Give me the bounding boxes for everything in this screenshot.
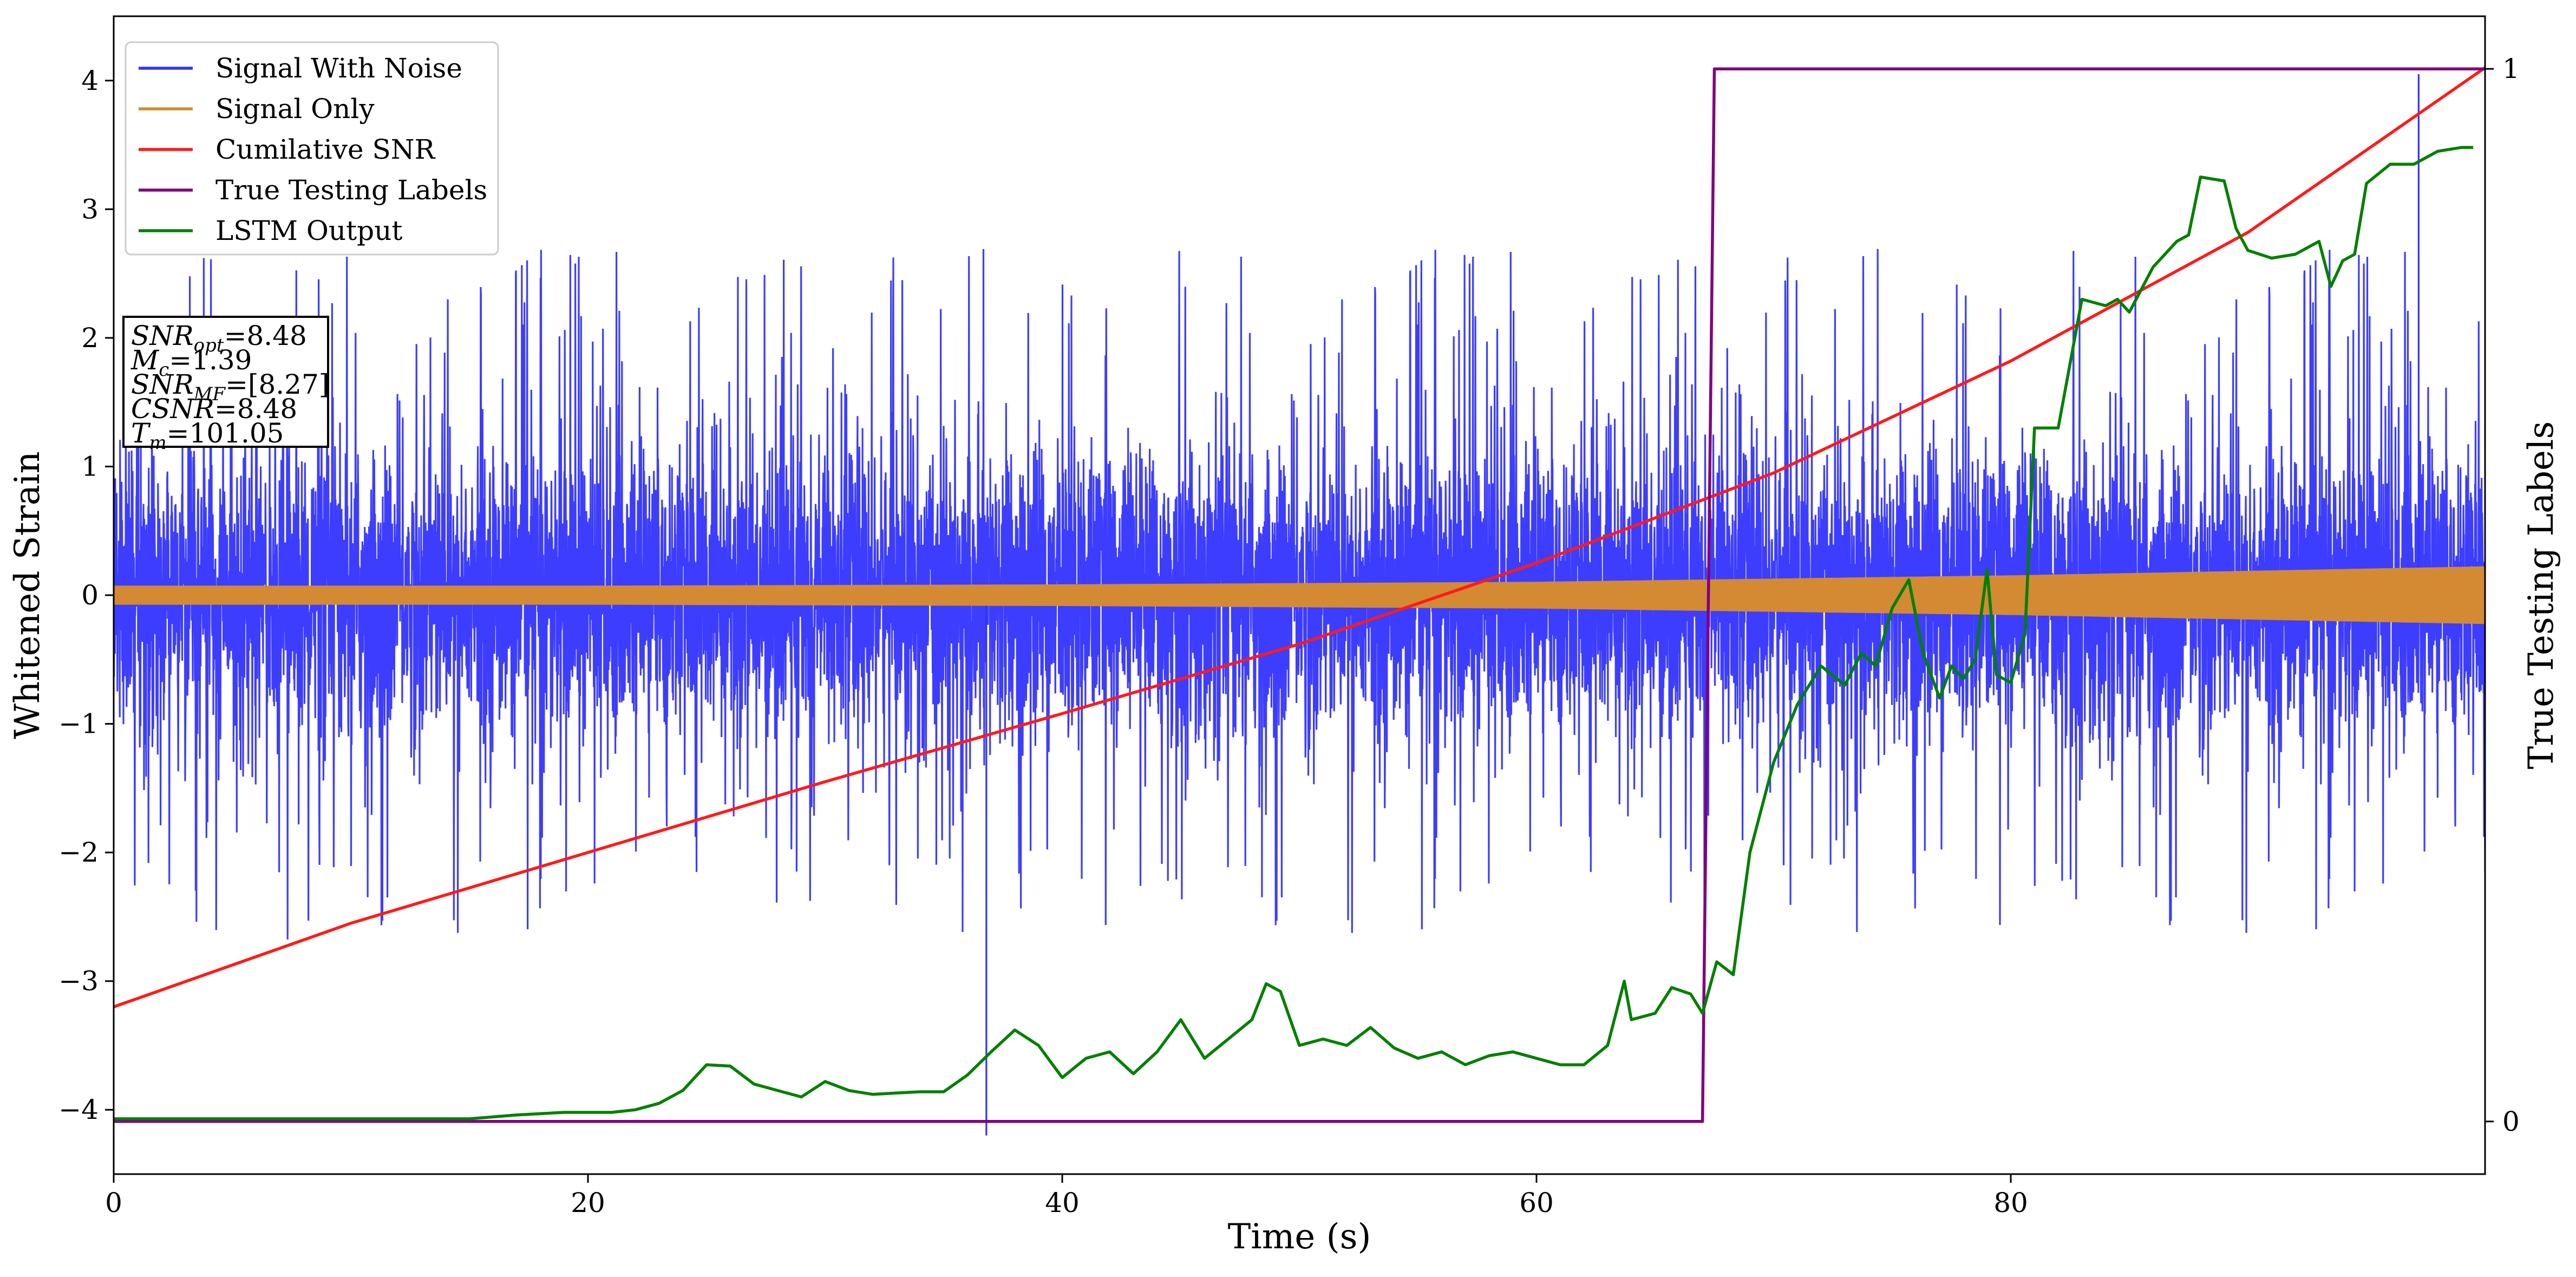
- y-tick-label: 4: [81, 65, 99, 96]
- x-tick-label: 60: [1519, 1187, 1554, 1219]
- stats-symbol: CSNR: [131, 393, 214, 425]
- legend-label: True Testing Labels: [215, 174, 487, 206]
- true-testing-labels-line: [114, 67, 2485, 1123]
- legend-label: Signal With Noise: [215, 53, 462, 84]
- x-tick-label: 40: [1045, 1187, 1080, 1219]
- y-tick-label: 1: [81, 451, 99, 482]
- x-tick-label: 20: [571, 1187, 605, 1219]
- stats-value: =1.39: [169, 344, 252, 376]
- stats-line: Mc=1.39: [130, 344, 252, 381]
- x-tick-label: 80: [1993, 1187, 2028, 1219]
- legend-label: Cumilative SNR: [215, 134, 435, 165]
- stats-symbol: SNR: [131, 320, 194, 351]
- lstm-output-line: [114, 146, 2474, 1120]
- stats-subscript: c: [159, 359, 169, 381]
- y-tick-label: 2: [81, 322, 99, 354]
- stats-box-frame: [122, 316, 329, 448]
- stats-line: SNRopt=8.48: [131, 320, 307, 356]
- stats-value: =[8.27]: [225, 369, 329, 400]
- y-tick-label: −4: [58, 1094, 99, 1125]
- stats-symbol: T: [131, 418, 151, 449]
- stats-subscript: m: [149, 432, 166, 454]
- legend-frame: [125, 41, 499, 256]
- y2-tick-label: 0: [2502, 1106, 2520, 1137]
- stats-annotation-box: SNRopt=8.48Mc=1.39SNRMF=[8.27]CSNR=8.48T…: [122, 316, 329, 454]
- y-tick-label: −2: [58, 837, 99, 868]
- y-tick-label: −1: [58, 708, 99, 740]
- signal-with-noise-line: [114, 249, 2485, 940]
- y-tick-label: −3: [58, 966, 99, 997]
- stats-value: =101.05: [167, 418, 284, 449]
- stats-symbol: SNR: [131, 369, 194, 400]
- stats-value: =8.48: [214, 393, 297, 425]
- line-series-layer: [114, 66, 2485, 1123]
- y-tick-label: 3: [81, 193, 99, 225]
- y-tick-label: 0: [81, 579, 99, 611]
- legend-label: Signal Only: [215, 93, 375, 125]
- stats-line: CSNR=8.48: [131, 393, 297, 425]
- y2-axis-title: True Testing Labels: [2521, 421, 2561, 770]
- stats-subscript: opt: [194, 335, 224, 356]
- x-axis-title: Time (s): [1228, 1217, 1371, 1257]
- y-axis-title: Whitened Strain: [8, 451, 48, 739]
- stats-line: SNRMF=[8.27]: [131, 369, 329, 405]
- stats-symbol: M: [130, 344, 160, 376]
- stats-value: =8.48: [224, 320, 307, 351]
- x-tick-label: 0: [105, 1187, 122, 1219]
- stats-line: Tm=101.05: [131, 418, 284, 454]
- legend: Signal With Noise Signal Only Cumilative S…: [125, 41, 499, 256]
- legend-label: LSTM Output: [215, 215, 402, 246]
- cumulative-snr-line: [114, 66, 2485, 1008]
- y2-tick-label: 1: [2502, 53, 2520, 84]
- stats-subscript: MF: [193, 383, 226, 405]
